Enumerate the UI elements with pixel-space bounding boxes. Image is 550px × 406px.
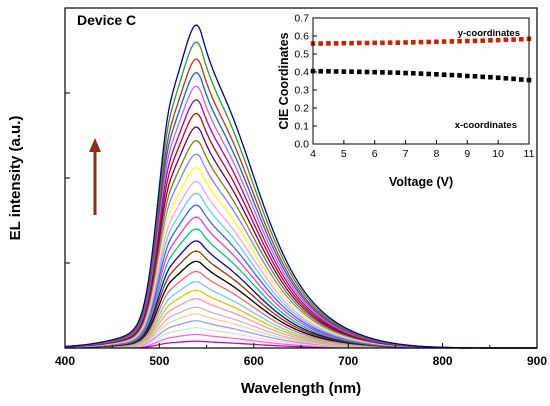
- panel-label: Device C: [77, 12, 136, 28]
- inset-x-tick-label: 9: [464, 148, 470, 160]
- cie-point: [364, 69, 370, 75]
- main-x-axis-label: Wavelength (nm): [241, 380, 361, 397]
- main-x-ticks: 400 500 600 700 800 900: [55, 343, 547, 368]
- cie-point: [511, 76, 516, 82]
- cie-point: [349, 40, 354, 46]
- cie-point: [503, 76, 509, 81]
- cie-point: [503, 37, 509, 43]
- cie-point: [488, 38, 493, 43]
- cie-point: [434, 39, 439, 45]
- cie-point: [418, 39, 424, 45]
- x-tick-label: 900: [527, 354, 547, 368]
- inset-x-axis-label: Voltage (V): [389, 175, 453, 189]
- inset-y-tick-label: 0.1: [294, 121, 309, 133]
- cie-point: [403, 70, 408, 76]
- cie-point: [318, 68, 324, 74]
- cie-point: [356, 69, 362, 75]
- inset-background: [313, 18, 529, 144]
- main-y-axis-label: EL intensity (a.u.): [7, 116, 24, 241]
- cie-point: [410, 70, 416, 76]
- inset-y-tick-label: 0.0: [294, 139, 309, 151]
- inset-x-tick-label: 10: [492, 148, 504, 160]
- x-tick-label: 700: [338, 354, 358, 368]
- y-coordinates-label: y-coordinates: [458, 28, 520, 39]
- inset-y-tick-label: 0.7: [294, 13, 309, 25]
- cie-point: [326, 68, 331, 74]
- cie-point: [333, 69, 339, 74]
- main-y-ticks: [65, 7, 70, 264]
- x-tick-label: 600: [244, 354, 264, 368]
- cie-point: [372, 40, 378, 46]
- inset-y-ticks: 0.0 0.1 0.2 0.3 0.4 0.5 0.6 0.7: [294, 13, 317, 151]
- cie-point: [480, 74, 486, 80]
- cie-point: [403, 40, 408, 45]
- cie-point: [457, 38, 462, 44]
- inset-x-tick-label: 11: [524, 148, 535, 160]
- inset-x-tick-label: 6: [372, 148, 378, 160]
- cie-point: [472, 74, 478, 79]
- cie-point: [387, 70, 393, 75]
- cie-point: [380, 70, 385, 75]
- inset-plot-frame: [312, 17, 530, 145]
- cie-point: [449, 39, 455, 44]
- cie-point: [464, 38, 470, 44]
- cie-point: [410, 40, 416, 45]
- cie-point: [364, 40, 370, 46]
- cie-point: [333, 41, 339, 46]
- inset-x-tick-label: 5: [341, 148, 347, 160]
- cie-point: [434, 72, 439, 77]
- inset-x-tick-label: 4: [310, 148, 316, 160]
- inset-y-tick-label: 0.3: [294, 85, 309, 97]
- cie-point: [441, 39, 447, 44]
- cie-point: [457, 73, 462, 78]
- cie-point: [380, 40, 385, 46]
- inset-y-axis-label: CIE Coordinates: [277, 32, 291, 129]
- x-tick-label: 800: [433, 354, 453, 368]
- cie-point: [395, 70, 401, 76]
- x-coordinates-label: x-coordinates: [455, 120, 517, 131]
- cie-point: [341, 40, 347, 46]
- cie-point: [495, 75, 501, 81]
- inset-y-tick-label: 0.2: [294, 103, 309, 115]
- cie-point: [326, 41, 331, 46]
- cie-point: [387, 40, 393, 45]
- cie-point: [495, 37, 501, 43]
- cie-point: [488, 74, 493, 80]
- x-tick-label: 400: [55, 354, 75, 368]
- cie-point: [441, 72, 447, 77]
- cie-point: [356, 40, 362, 46]
- cie-point: [395, 40, 401, 45]
- inset-x-tick-label: 7: [403, 148, 409, 160]
- cie-point: [318, 41, 324, 46]
- cie-point: [372, 69, 378, 75]
- cie-point: [426, 39, 432, 45]
- inset-y-tick-label: 0.6: [294, 31, 309, 43]
- cie-point: [511, 37, 516, 42]
- cie-point: [349, 69, 354, 74]
- inset-y-tick-label: 0.5: [294, 49, 309, 61]
- inset-x-ticks: 4 5 6 7 8 9 10 11: [310, 140, 535, 160]
- cie-point: [426, 71, 432, 77]
- cie-point: [341, 69, 347, 74]
- arrow-head: [89, 138, 101, 152]
- cie-point: [464, 73, 470, 79]
- inset-y-tick-label: 0.4: [294, 67, 309, 79]
- cie-point: [472, 38, 478, 44]
- inset-x-tick-label: 8: [434, 148, 440, 160]
- cie-point: [449, 72, 455, 78]
- increasing-voltage-arrow: [89, 138, 101, 215]
- cie-point: [518, 77, 524, 82]
- cie-point: [418, 71, 424, 76]
- x-tick-label: 500: [149, 354, 169, 368]
- cie-series-group: [310, 36, 532, 83]
- cie-point: [518, 36, 524, 42]
- cie-point: [480, 38, 486, 43]
